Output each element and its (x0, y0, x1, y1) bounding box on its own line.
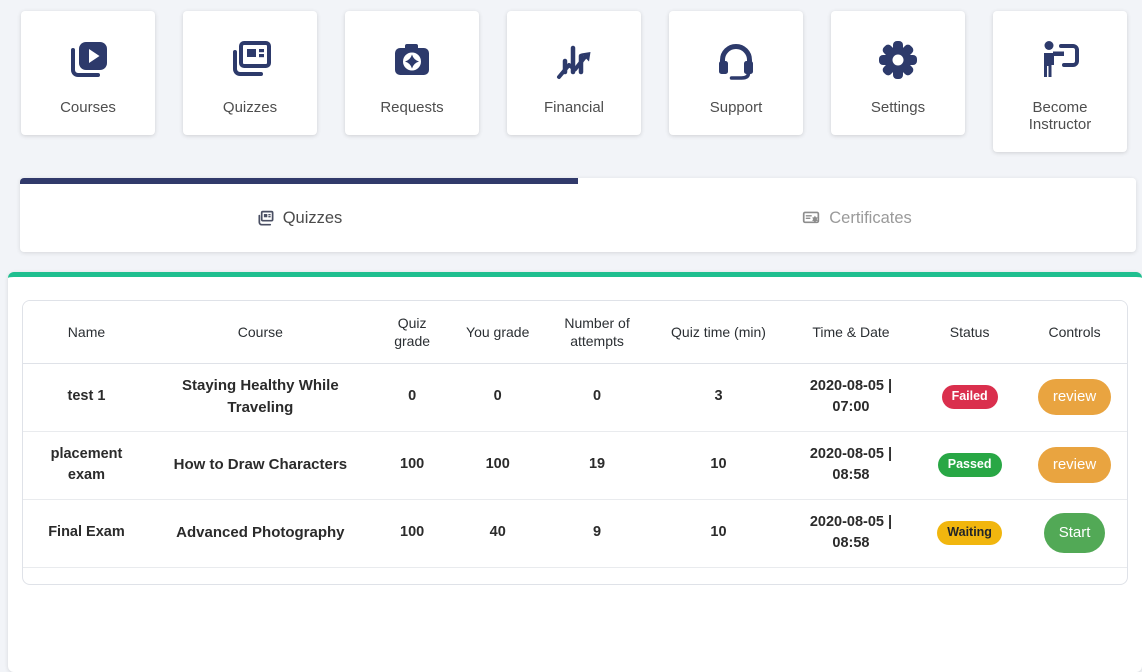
nav-cards-row: Courses Quizzes (21, 11, 1142, 152)
nav-card-requests[interactable]: Requests (345, 11, 479, 135)
gear-icon (874, 36, 922, 84)
table-header-row: Name Course Quiz grade You grade Number … (23, 301, 1127, 364)
tab-certificates[interactable]: Certificates (578, 178, 1136, 252)
column-header-quiz-grade: Quiz grade (370, 301, 454, 364)
quiz-name: Final Exam (23, 499, 150, 568)
quiz-name: test 1 (23, 363, 150, 432)
nav-card-label: Become Instructor (1028, 99, 1092, 134)
quizzes-table: Name Course Quiz grade You grade Number … (22, 300, 1128, 585)
column-header-course: Course (149, 301, 371, 364)
certificate-icon (802, 209, 821, 228)
quiz-time: 10 (652, 431, 785, 500)
table-row: test 1 Staying Healthy While Traveling 0… (23, 363, 1127, 432)
table-row: Final Exam Advanced Photography 100 40 9… (23, 499, 1127, 568)
you-grade: 40 (453, 499, 542, 568)
time-date: 2020-08-05 | 08:58 (784, 431, 918, 500)
start-button[interactable]: Start (1043, 513, 1106, 553)
time-date: 2020-08-05 | 07:00 (784, 363, 918, 432)
quiz-grade: 100 (370, 499, 454, 568)
nav-card-settings[interactable]: Settings (831, 11, 965, 135)
headset-icon (712, 36, 760, 84)
column-header-attempts: Number of attempts (541, 301, 653, 364)
column-header-quiz-time: Quiz time (min) (652, 301, 785, 364)
quiz-time: 10 (652, 499, 785, 568)
column-header-you-grade: You grade (453, 301, 542, 364)
nav-card-label: Financial (543, 99, 605, 116)
quiz-grade: 100 (370, 431, 454, 500)
quiz-course: How to Draw Characters (149, 431, 371, 500)
column-header-time-date: Time & Date (784, 301, 918, 364)
nav-card-label: Requests (380, 99, 444, 116)
nav-card-label: Quizzes (222, 99, 278, 116)
status-badge: Failed (941, 385, 998, 409)
quizzes-table-card: Name Course Quiz grade You grade Number … (8, 272, 1142, 672)
student-dashboard: Courses Quizzes (0, 11, 1142, 672)
column-header-name: Name (23, 301, 150, 364)
review-button[interactable]: review (1037, 447, 1112, 483)
column-header-status: Status (917, 301, 1023, 364)
quizzes-icon (256, 209, 275, 228)
quizzes-icon (226, 36, 274, 84)
review-button[interactable]: review (1037, 379, 1112, 415)
attempts-count: 9 (541, 499, 653, 568)
attempts-count: 0 (541, 363, 653, 432)
tab-label: Certificates (829, 208, 912, 227)
time-date: 2020-08-05 | 08:58 (784, 499, 918, 568)
nav-card-label: Support (709, 99, 763, 116)
nav-card-support[interactable]: Support (669, 11, 803, 135)
table-row: placement exam How to Draw Characters 10… (23, 431, 1127, 500)
quiz-grade: 0 (370, 363, 454, 432)
quiz-time: 3 (652, 363, 785, 432)
quiz-course: Advanced Photography (149, 499, 371, 568)
quiz-course: Staying Healthy While Traveling (149, 363, 371, 432)
table-row-partial (23, 567, 1127, 584)
nav-card-label: Settings (870, 99, 926, 116)
quiz-name: placement exam (23, 431, 150, 500)
camera-icon (388, 36, 436, 84)
nav-card-financial[interactable]: Financial (507, 11, 641, 135)
tab-quizzes[interactable]: Quizzes (20, 178, 578, 252)
status-badge: Passed (937, 453, 1002, 477)
instructor-board-icon (1036, 36, 1084, 84)
tab-bar: Quizzes Certificates (20, 178, 1136, 252)
nav-card-label: Courses (60, 99, 116, 116)
nav-card-quizzes[interactable]: Quizzes (183, 11, 317, 135)
nav-card-become-instructor[interactable]: Become Instructor (993, 11, 1127, 152)
you-grade: 0 (453, 363, 542, 432)
nav-card-courses[interactable]: Courses (21, 11, 155, 135)
status-badge: Waiting (937, 521, 1002, 545)
courses-icon (64, 36, 112, 84)
chart-trend-icon (550, 36, 598, 84)
tab-label: Quizzes (282, 208, 343, 227)
you-grade: 100 (453, 431, 542, 500)
column-header-controls: Controls (1022, 301, 1127, 364)
attempts-count: 19 (541, 431, 653, 500)
